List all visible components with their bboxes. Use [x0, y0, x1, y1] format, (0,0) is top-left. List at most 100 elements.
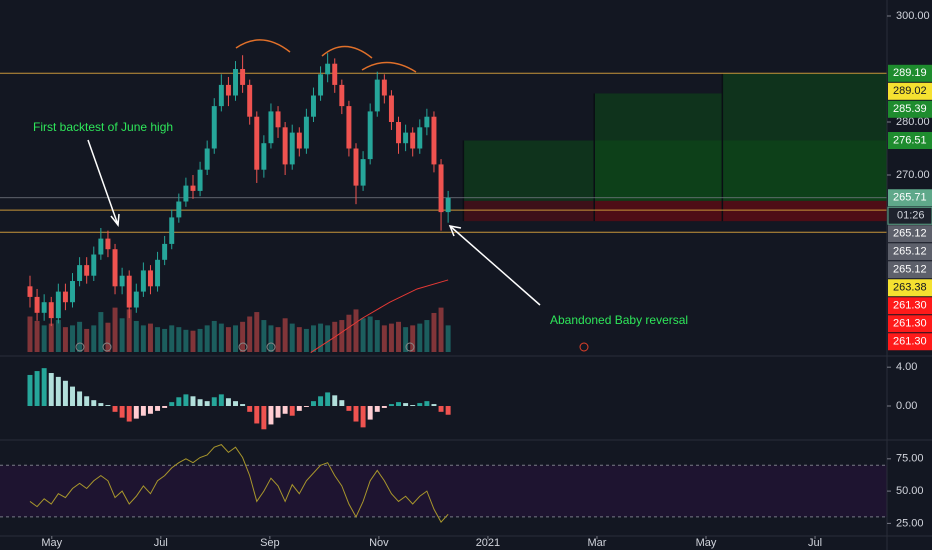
- macd-bar: [289, 406, 295, 416]
- volume-bar: [282, 318, 288, 352]
- candle-body: [27, 286, 33, 297]
- volume-bar: [233, 325, 238, 352]
- candle-body: [332, 63, 338, 85]
- macd-bar: [374, 406, 380, 412]
- candle-body: [112, 249, 118, 287]
- macd-bar: [261, 406, 267, 430]
- volume-bar: [197, 328, 203, 352]
- y-tick-label: 280.00: [896, 116, 930, 128]
- candle-body: [388, 95, 394, 123]
- candle-body: [353, 148, 359, 186]
- macd-bar: [140, 406, 146, 416]
- volume-bar: [84, 328, 90, 352]
- volume-bar: [381, 325, 387, 352]
- volume-bar: [388, 323, 394, 352]
- macd-bar: [34, 371, 40, 407]
- event-marker: [238, 342, 248, 352]
- volume-bar: [445, 325, 451, 352]
- macd-bar: [367, 406, 373, 420]
- macd-tick-label: 4.00: [896, 361, 917, 373]
- volume-bar: [247, 316, 253, 352]
- event-marker: [75, 342, 85, 352]
- volume-bar: [339, 320, 345, 352]
- candle-body: [424, 116, 430, 128]
- macd-bar: [360, 406, 366, 428]
- price-tag: [888, 243, 932, 261]
- annotation: First backtest of June high: [33, 120, 173, 134]
- volume-bar: [410, 325, 416, 352]
- x-tick-label: May: [41, 537, 62, 549]
- volume-bar: [62, 327, 68, 352]
- candle-body: [197, 169, 203, 191]
- candle-body: [105, 238, 111, 250]
- candle-body: [91, 254, 97, 276]
- macd-bar: [225, 398, 231, 407]
- macd-bar: [275, 406, 281, 418]
- volume-bar: [176, 327, 182, 352]
- y-tick-label: 270.00: [896, 169, 930, 181]
- macd-bar: [353, 406, 359, 422]
- x-tick-label: 2021: [476, 537, 500, 549]
- head-arc: [321, 45, 373, 59]
- annotation-arrow: [87, 139, 119, 226]
- candle-body: [296, 132, 302, 149]
- candle-body: [346, 106, 352, 149]
- macd-bar: [162, 406, 168, 408]
- arrow-head: [448, 225, 462, 237]
- x-tick-label: Nov: [369, 537, 389, 549]
- volume-bar: [112, 307, 118, 352]
- x-tick-label: Mar: [587, 537, 606, 549]
- rsi-band: [0, 465, 887, 517]
- volume-bar: [431, 312, 437, 352]
- candle-body: [48, 302, 54, 319]
- macd-bar: [176, 397, 182, 407]
- candle-body: [133, 291, 139, 308]
- price-tag: [888, 333, 932, 351]
- candle-body: [55, 291, 61, 319]
- macd-bar: [403, 403, 409, 407]
- candle-body: [325, 63, 331, 75]
- candle-body: [275, 111, 281, 128]
- candle-body: [155, 259, 161, 287]
- candle-body: [431, 116, 437, 165]
- macd-bar: [41, 368, 47, 407]
- macd-bar: [339, 400, 345, 407]
- volume-bar: [303, 328, 309, 352]
- macd-bar: [282, 406, 288, 414]
- volume-bar: [27, 316, 33, 352]
- price-tag-label: 276.51: [893, 134, 927, 146]
- volume-bar: [169, 325, 175, 352]
- volume-bar: [275, 327, 281, 352]
- volume-bar: [424, 320, 430, 352]
- price-tag: [888, 297, 932, 315]
- candle-body: [374, 79, 380, 112]
- macd-bar: [438, 406, 444, 412]
- countdown-tag: [887, 206, 932, 225]
- macd-bar: [147, 406, 153, 414]
- price-tag: [888, 82, 932, 100]
- macd-bar: [346, 406, 352, 411]
- price-tag: [888, 315, 932, 333]
- macd-bar: [233, 401, 238, 407]
- price-tag: [888, 64, 932, 82]
- x-tick-label: Jul: [154, 537, 168, 549]
- volume-bar: [41, 325, 47, 352]
- volume-bar: [211, 320, 217, 352]
- volume-bar: [190, 330, 196, 352]
- macd-bar: [410, 405, 416, 407]
- volume-bar: [183, 329, 189, 352]
- candle-body: [367, 111, 373, 160]
- volume-bar: [147, 323, 153, 352]
- volume-bar: [119, 318, 125, 352]
- price-tag-label: 265.12: [893, 246, 927, 258]
- macd-bar: [48, 373, 54, 407]
- macd-bar: [169, 402, 175, 407]
- macd-tick-label: 0.00: [896, 400, 917, 412]
- x-tick-label: Sep: [260, 537, 280, 549]
- volume-bar: [325, 325, 331, 352]
- macd-bar: [133, 406, 139, 419]
- candle-body: [34, 296, 40, 313]
- price-tag-label: 265.71: [893, 192, 927, 204]
- profit-zone: [722, 73, 887, 201]
- macd-bar: [119, 406, 125, 418]
